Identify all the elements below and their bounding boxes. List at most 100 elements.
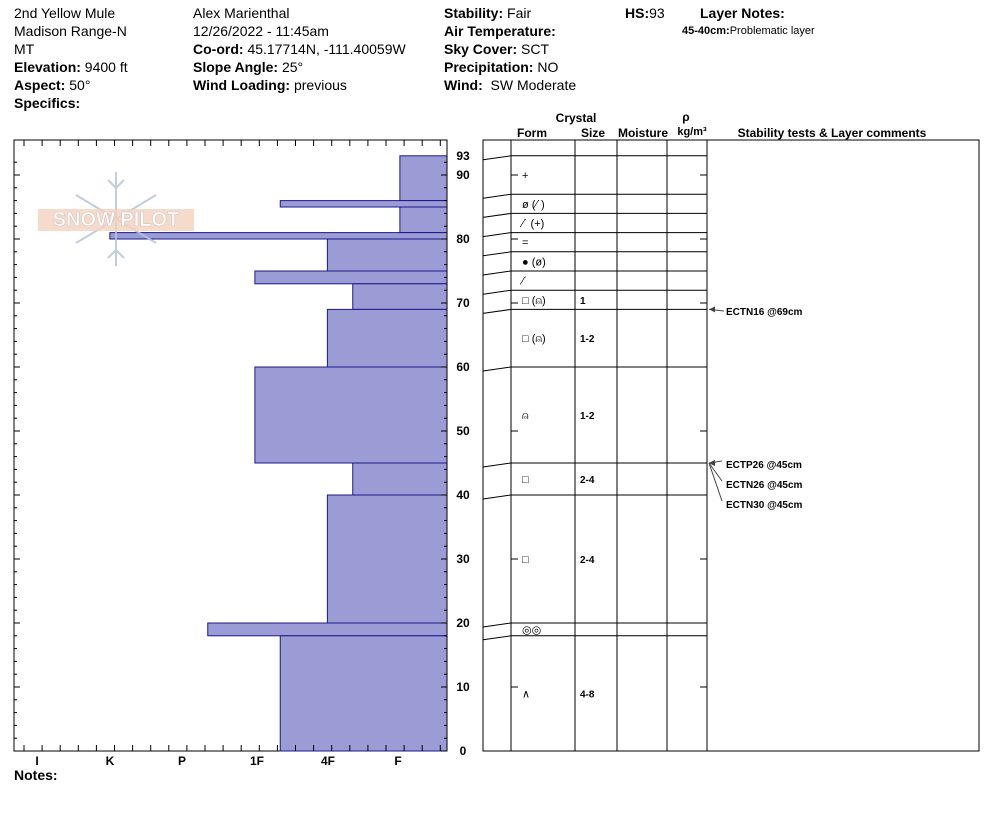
coord-value: 45.17714N, -111.40059W — [247, 41, 406, 57]
hardness-bar — [326, 494, 448, 624]
stability-test-label: ECTP26 @45cm — [726, 460, 802, 471]
grain-form: + — [522, 170, 528, 182]
precip-row: Precipitation: NO — [444, 59, 559, 75]
form-header: Form — [517, 126, 547, 140]
mountain-range: Madison Range-N — [14, 23, 127, 39]
crystal-header: Crystal — [556, 111, 597, 125]
hardness-bar — [109, 232, 448, 240]
layer-connector — [482, 622, 512, 628]
layer-note: 45-40cm:Problematic layer — [682, 22, 815, 40]
notes-row: Notes: — [14, 767, 58, 783]
grain-form: □ (⍝) — [522, 333, 546, 345]
grain-size: 2-4 — [580, 555, 595, 566]
header-col-observer: Alex Marienthal 12/26/2022 - 11:45am Co-… — [193, 4, 406, 94]
precip-value: NO — [537, 59, 559, 75]
hardness-bar — [399, 206, 448, 234]
layer-connector — [482, 270, 512, 276]
layer-connector — [482, 232, 512, 238]
elevation-value: 9400 ft — [84, 59, 128, 75]
wind-row: Wind: SW Moderate — [444, 77, 577, 93]
comments-header: Stability tests & Layer comments — [738, 126, 927, 140]
grain-form: ● (ø) — [522, 256, 546, 268]
elevation-row: Elevation: 9400 ft — [14, 59, 128, 75]
hardness-bars — [109, 155, 448, 752]
grain-form: □ — [522, 554, 529, 566]
grain-form: ∧ — [522, 688, 530, 700]
profile-table-frame — [482, 139, 980, 752]
stability-row: Stability: Fair — [444, 5, 532, 21]
layer-connector — [482, 494, 512, 500]
hardness-tick-label: F — [394, 754, 401, 768]
slope-row: Slope Angle: 25° — [193, 59, 304, 75]
hs-value: 93 — [649, 5, 665, 21]
depth-tick-label: 40 — [456, 488, 470, 502]
layer-connector — [482, 193, 512, 199]
hardness-tick-label: 1F — [250, 754, 264, 768]
grain-size: 4-8 — [580, 689, 595, 700]
rho-header: ρ — [682, 110, 689, 124]
moisture-header: Moisture — [618, 126, 668, 140]
layer-connector — [482, 212, 512, 218]
hardness-bar — [254, 366, 448, 464]
depth-tick-label: 20 — [456, 616, 470, 630]
depth-tick-label: 50 — [456, 424, 470, 438]
depth-axis: 0 10 20 30 40 50 60 70 80 90 93 — [14, 149, 470, 758]
stability-tests: ECTN16 @69cm ECTP26 @45cm ECTN26 @45cm ECTN… — [708, 306, 803, 511]
layer-connector — [482, 308, 512, 314]
windload-value: previous — [293, 77, 347, 93]
depth-tick-label: 30 — [456, 552, 470, 566]
hardness-bar — [352, 283, 448, 310]
hardness-bar — [399, 155, 448, 202]
sky-row: Sky Cover: SCT — [444, 41, 550, 57]
header-col-location: 2nd Yellow Mule Madison Range-N MT Eleva… — [14, 4, 128, 112]
grain-size: 1-2 — [580, 411, 595, 422]
grain-form: ⁄˙ — [519, 276, 528, 288]
grain-size: 2-4 — [580, 475, 595, 486]
test-arrow — [708, 462, 723, 482]
stability-value: Fair — [507, 5, 532, 21]
density-header: kg/m³ — [677, 126, 707, 138]
observation-datetime: 12/26/2022 - 11:45am — [193, 23, 329, 39]
test-arrow — [708, 462, 723, 502]
aspect-row: Aspect: 50° — [14, 77, 91, 93]
sky-value: SCT — [521, 41, 550, 57]
stability-test-label: ECTN16 @69cm — [726, 307, 803, 318]
profile-rows: + ø (⁄˙) ⁄˙ (+) = ● (ø) ⁄˙ □ (⍝) 1 □ (⍝) 1-2 ⍝ 1-2 □… — [482, 155, 707, 700]
logo-text: SNOW PILOT — [53, 209, 180, 231]
grain-form: □ (⍝) — [522, 295, 546, 307]
hardness-tick-label: I — [35, 754, 38, 768]
layer-note-depth: 45-40cm: — [682, 25, 730, 37]
size-header: Size — [581, 126, 605, 140]
depth-tick-label: 80 — [456, 232, 470, 246]
grain-form: = — [522, 237, 528, 249]
depth-top-label: 93 — [456, 149, 470, 163]
grain-form: □ — [522, 474, 529, 486]
layer-connector — [482, 251, 512, 257]
slope-value: 25° — [281, 59, 304, 75]
aspect-value: 50° — [69, 77, 91, 93]
specifics-row: Specifics: — [14, 95, 81, 111]
hardness-bar — [352, 462, 448, 496]
snowpilot-logo: SNOW PILOT — [38, 172, 194, 266]
layer-connector — [482, 462, 512, 468]
depth-tick-label: 70 — [456, 296, 470, 310]
test-arrowhead — [709, 460, 715, 466]
depth-tick-label: 0 — [460, 744, 467, 758]
test-arrowhead — [709, 306, 715, 313]
hardness-bar — [279, 200, 448, 208]
hardness-bar — [279, 635, 448, 752]
grain-size: 1 — [580, 296, 586, 307]
grain-size: 1-2 — [580, 334, 595, 345]
layer-connector — [482, 289, 512, 295]
grain-form: ⍝ — [522, 410, 529, 422]
header-col-conditions: Stability: Fair Air Temperature: Sky Cov… — [444, 4, 576, 94]
hs-row: HS:93 — [625, 5, 665, 21]
grain-form: ø (⁄˙) — [522, 199, 545, 211]
stability-test-label: ECTN26 @45cm — [726, 480, 803, 491]
hardness-bar — [326, 308, 448, 368]
grain-form: ⁄˙ (+) — [519, 218, 544, 230]
state: MT — [14, 41, 35, 57]
hardness-bar — [207, 622, 448, 637]
layer-connector — [482, 155, 512, 161]
